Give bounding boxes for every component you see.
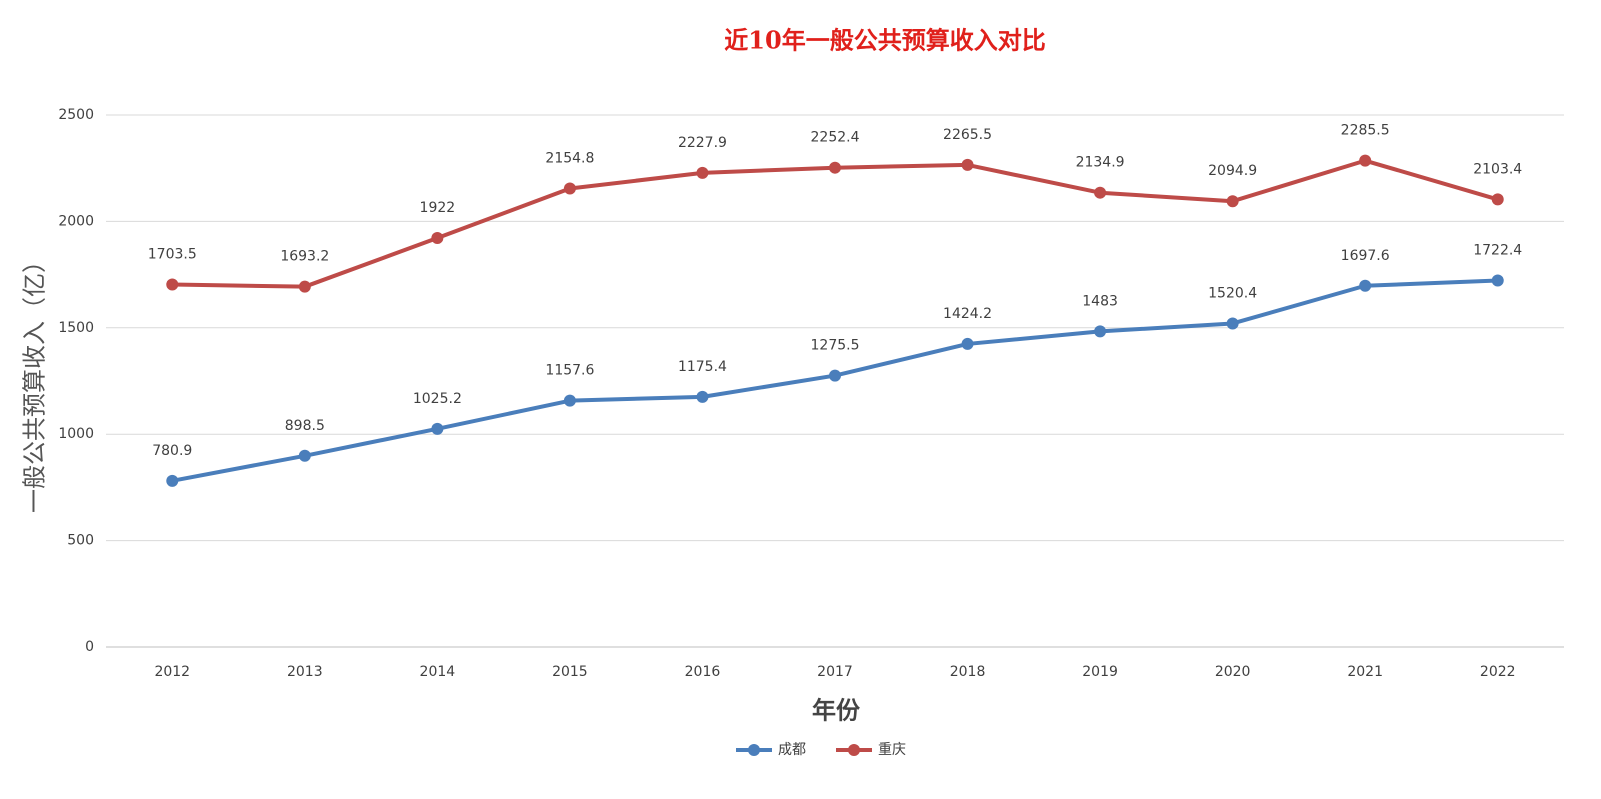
- data-point: [1491, 274, 1504, 287]
- data-label: 1693.2: [280, 249, 329, 265]
- data-label: 2103.4: [1473, 161, 1522, 177]
- x-tick-label: 2015: [552, 664, 588, 680]
- data-label: 1722.4: [1473, 242, 1522, 258]
- legend-label: 重庆: [878, 742, 906, 758]
- x-tick-label: 2021: [1347, 664, 1383, 680]
- data-point: [1491, 193, 1504, 206]
- legend-marker: [848, 744, 860, 756]
- data-label: 2227.9: [678, 135, 727, 151]
- x-tick-label: 2018: [950, 664, 986, 680]
- legend-marker: [748, 744, 760, 756]
- data-label: 1275.5: [811, 338, 860, 354]
- data-label: 1520.4: [1208, 285, 1257, 301]
- x-tick-label: 2016: [685, 664, 721, 680]
- data-label: 780.9: [152, 443, 192, 459]
- x-tick-label: 2019: [1082, 664, 1118, 680]
- data-label: 1025.2: [413, 391, 462, 407]
- x-tick-label: 2014: [420, 664, 456, 680]
- data-label: 2154.8: [545, 150, 594, 166]
- data-point: [563, 394, 576, 407]
- chart-title: 近10年一般公共预算收入对比: [724, 26, 1045, 55]
- y-tick-label: 1000: [58, 426, 94, 442]
- data-point: [961, 337, 974, 350]
- data-label: 1697.6: [1341, 248, 1390, 264]
- data-point: [696, 390, 709, 403]
- data-point: [961, 158, 974, 171]
- data-label: 2094.9: [1208, 163, 1257, 179]
- x-axis-title: 年份: [812, 696, 861, 725]
- data-point: [1094, 186, 1107, 199]
- data-point: [298, 449, 311, 462]
- data-label: 898.5: [285, 418, 325, 434]
- data-label: 1922: [420, 200, 456, 216]
- data-point: [829, 161, 841, 174]
- data-point: [1226, 195, 1239, 208]
- data-label: 1157.6: [545, 363, 594, 379]
- data-label: 2265.5: [943, 127, 992, 143]
- x-tick-label: 2013: [287, 664, 323, 680]
- legend-label: 成都: [778, 742, 806, 758]
- data-point: [1359, 279, 1372, 292]
- data-point: [563, 182, 576, 195]
- data-label: 1424.2: [943, 306, 992, 322]
- y-tick-label: 2000: [58, 213, 94, 229]
- data-label: 2252.4: [811, 130, 860, 146]
- data-point: [1359, 154, 1372, 167]
- data-point: [166, 474, 179, 487]
- data-point: [431, 422, 444, 435]
- x-tick-label: 2022: [1480, 664, 1516, 680]
- data-point: [1094, 325, 1107, 338]
- data-point: [166, 278, 179, 291]
- y-tick-label: 2500: [58, 107, 94, 123]
- data-label: 2285.5: [1341, 123, 1390, 139]
- y-tick-label: 0: [85, 639, 94, 655]
- data-point: [1226, 317, 1239, 330]
- data-point: [298, 280, 311, 293]
- y-tick-label: 500: [67, 533, 94, 549]
- data-label: 1483: [1082, 293, 1118, 309]
- x-tick-label: 2017: [817, 664, 853, 680]
- data-point: [431, 231, 444, 244]
- data-label: 1703.5: [148, 246, 197, 262]
- y-tick-label: 1500: [58, 320, 94, 336]
- data-label: 1175.4: [678, 359, 727, 375]
- x-tick-label: 2020: [1215, 664, 1251, 680]
- y-axis-title: 一般公共预算收入（亿）: [21, 249, 49, 513]
- x-tick-label: 2012: [154, 664, 190, 680]
- data-label: 2134.9: [1076, 155, 1125, 171]
- data-point: [829, 369, 841, 382]
- data-point: [696, 166, 709, 179]
